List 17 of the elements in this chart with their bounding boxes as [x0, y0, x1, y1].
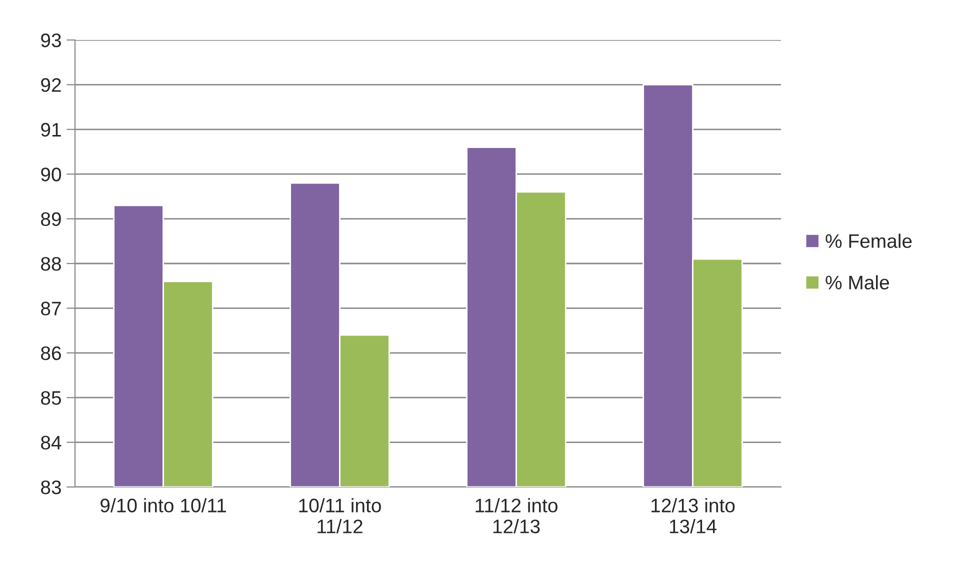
legend-label: % Female: [826, 234, 912, 248]
x-tick-label: 9/10 into 10/11: [100, 498, 226, 512]
y-tick-label: 86: [41, 346, 61, 360]
legend-label: % Male: [826, 275, 889, 290]
x-tick-label: 10/11 into 11/12: [299, 498, 381, 534]
y-tick-label: 90: [41, 168, 62, 182]
y-tick-label: 92: [41, 78, 61, 92]
y-tick-label: 84: [41, 436, 62, 450]
y-tick-label: 93: [41, 33, 61, 48]
y-tick-label: 87: [41, 302, 61, 316]
y-tick-label: 88: [41, 256, 61, 271]
y-tick-label: 83: [41, 480, 61, 494]
y-tick-label: 91: [41, 122, 61, 137]
x-tick-label: 11/12 into 12/13: [476, 498, 558, 534]
x-tick-label: 12/13 into 13/14: [652, 498, 735, 534]
y-tick-label: 89: [41, 212, 61, 226]
y-tick-label: 85: [41, 391, 61, 405]
